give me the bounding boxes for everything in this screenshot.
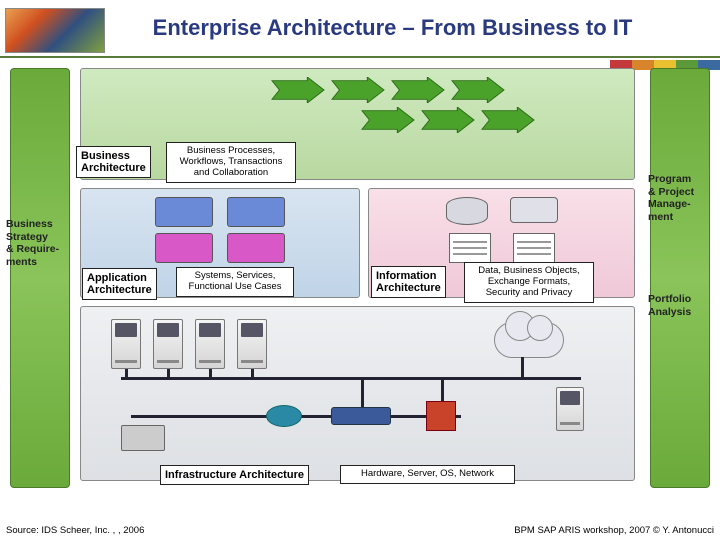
left-pillar-label: BusinessStrategy& Require-ments — [6, 218, 76, 268]
router-icon — [266, 405, 302, 427]
business-sub: Business Processes,Workflows, Transactio… — [166, 142, 296, 183]
app-module-icon — [227, 197, 285, 227]
information-sub: Data, Business Objects,Exchange Formats,… — [464, 262, 594, 303]
server-icon — [153, 319, 183, 369]
process-arrow-icon — [359, 107, 417, 133]
process-arrow-icon — [269, 77, 327, 103]
layer-infrastructure — [80, 306, 635, 481]
switch-icon — [331, 407, 391, 425]
ea-diagram: BusinessStrategy& Require-ments Program&… — [10, 68, 710, 493]
process-arrow-icon — [449, 77, 507, 103]
process-arrow-icon — [419, 107, 477, 133]
cloud-icon — [494, 322, 564, 358]
firewall-icon — [426, 401, 456, 431]
app-module-icon — [155, 197, 213, 227]
server-icon — [111, 319, 141, 369]
cylinder-icon — [446, 197, 488, 225]
information-label: InformationArchitecture — [371, 266, 446, 298]
app-module-icon — [155, 233, 213, 263]
infrastructure-label: Infrastructure Architecture — [160, 465, 309, 485]
pillar-right — [650, 68, 710, 488]
process-arrow-icon — [479, 107, 537, 133]
right-pillar-label-2: PortfolioAnalysis — [648, 293, 718, 318]
printer-icon — [121, 425, 165, 451]
process-arrow-icon — [389, 77, 447, 103]
app-module-icon — [227, 233, 285, 263]
server-icon — [237, 319, 267, 369]
business-label: BusinessArchitecture — [76, 146, 151, 178]
infrastructure-sub: Hardware, Server, OS, Network — [340, 465, 515, 484]
pillar-left — [10, 68, 70, 488]
application-label: ApplicationArchitecture — [82, 268, 157, 300]
footer: Source: IDS Scheer, Inc. , , 2006 BPM SA… — [0, 525, 720, 536]
footer-credit: BPM SAP ARIS workshop, 2007 © Y. Antonuc… — [514, 525, 714, 536]
bubble-icon — [510, 197, 558, 223]
application-sub: Systems, Services,Functional Use Cases — [176, 267, 294, 297]
footer-source: Source: IDS Scheer, Inc. , , 2006 — [6, 525, 144, 536]
header-photo — [5, 8, 105, 53]
right-pillar-label-1: Program& ProjectManage-ment — [648, 173, 718, 223]
server-icon — [556, 387, 584, 431]
server-icon — [195, 319, 225, 369]
net-line — [121, 377, 581, 380]
layer-business — [80, 68, 635, 180]
document-icon — [449, 233, 491, 263]
document-icon — [513, 233, 555, 263]
page-title: Enterprise Architecture – From Business … — [105, 15, 720, 41]
process-arrow-icon — [329, 77, 387, 103]
